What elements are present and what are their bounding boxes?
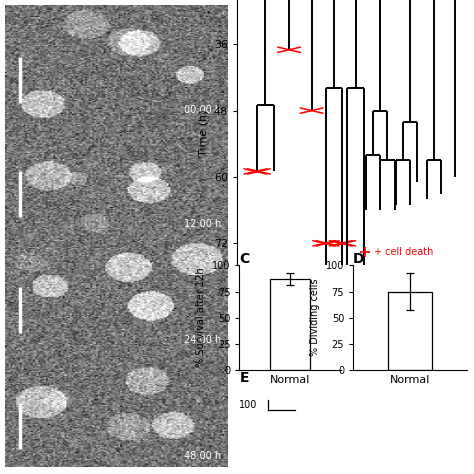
- Text: 100: 100: [239, 400, 258, 410]
- Text: 48:00 h: 48:00 h: [184, 451, 221, 461]
- Y-axis label: % Survival after 12h: % Survival after 12h: [196, 268, 206, 367]
- Y-axis label: Time (h): Time (h): [198, 109, 208, 156]
- Text: 24:00 h: 24:00 h: [183, 335, 221, 345]
- Text: E: E: [239, 371, 249, 384]
- Y-axis label: % Dividing cells: % Dividing cells: [310, 279, 320, 356]
- Bar: [270, 279, 310, 370]
- Text: 12:00 h: 12:00 h: [183, 219, 221, 229]
- Text: + cell death: + cell death: [374, 246, 434, 256]
- Text: 00:00 h: 00:00 h: [184, 105, 221, 115]
- Text: C: C: [239, 252, 250, 266]
- Text: D: D: [353, 252, 365, 266]
- Bar: [388, 292, 432, 370]
